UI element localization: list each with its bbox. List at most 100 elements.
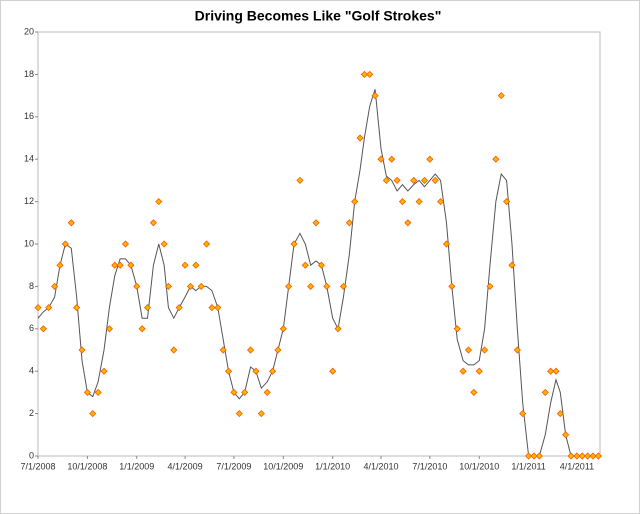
point [296,176,304,184]
point [497,92,505,100]
x-tick-label: 1/1/2009 [119,461,154,471]
y-tick-label: 14 [24,154,34,164]
point [111,261,119,269]
point [388,155,396,163]
x-tick-label: 10/1/2010 [459,461,499,471]
y-tick-label: 10 [24,238,34,248]
y-tick-label: 12 [24,196,34,206]
point [464,346,473,354]
point [415,198,423,206]
point [404,219,412,227]
point [317,261,325,269]
point [470,388,478,396]
point [573,452,581,460]
point [73,304,81,312]
point [45,304,53,312]
x-tick-label: 7/1/2010 [412,461,447,471]
point [519,410,527,418]
point [437,198,445,206]
point [481,346,489,354]
point [39,325,47,333]
point [541,388,549,396]
point [556,410,564,418]
point [105,325,113,333]
point [371,92,379,100]
point [78,346,86,354]
point [366,70,374,78]
point [426,155,434,163]
point [138,325,146,333]
y-tick-label: 0 [29,450,34,460]
point [67,219,75,227]
point [410,176,418,184]
point [323,282,331,290]
point [530,452,538,460]
point [382,176,390,184]
point [224,367,233,375]
point [219,346,227,354]
point [513,346,521,354]
trend-line [37,89,599,457]
point [257,410,265,418]
point [420,176,429,184]
point [192,261,200,269]
chart-title: Driving Becomes Like "Golf Strokes" [195,8,442,24]
point [214,304,222,312]
x-tick-label: 4/1/2011 [560,461,594,471]
point [535,452,543,460]
point [51,282,59,290]
point [186,282,195,290]
point [594,452,602,460]
point [589,452,597,460]
y-tick-label: 2 [29,408,34,418]
x-tick-label: 4/1/2010 [363,461,398,471]
point [274,346,282,354]
point [170,346,178,354]
point [290,240,298,248]
x-tick-label: 1/1/2010 [315,461,350,471]
point [360,70,368,78]
point [263,388,271,396]
point [116,261,124,269]
point [269,367,277,375]
point [431,176,439,184]
point [334,325,342,333]
point [578,452,586,460]
point [160,240,168,248]
point [492,155,500,163]
point [246,346,255,354]
point [345,219,353,227]
point [307,282,315,290]
y-tick-label: 8 [29,281,34,291]
point [133,282,141,290]
point [312,219,320,227]
point [149,219,157,227]
point [547,367,555,375]
x-tick-label: 10/1/2009 [263,461,303,471]
point [285,282,293,290]
point [175,304,183,312]
point [235,410,243,418]
x-tick-label: 4/1/2009 [168,461,203,471]
x-tick-label: 7/1/2008 [20,461,55,471]
point [448,282,456,290]
point [584,452,592,460]
point [356,134,364,142]
point [351,198,359,206]
point [475,367,483,375]
point [197,282,205,290]
point [503,198,511,206]
point [155,198,163,206]
point [181,261,189,269]
y-tick-label: 16 [24,111,34,121]
point [56,261,64,269]
point [230,388,238,396]
point [567,452,575,460]
x-tick-label: 10/1/2008 [67,461,107,471]
point [486,282,494,290]
point [525,452,533,460]
point [279,325,287,333]
point [127,261,135,269]
point [202,240,211,248]
